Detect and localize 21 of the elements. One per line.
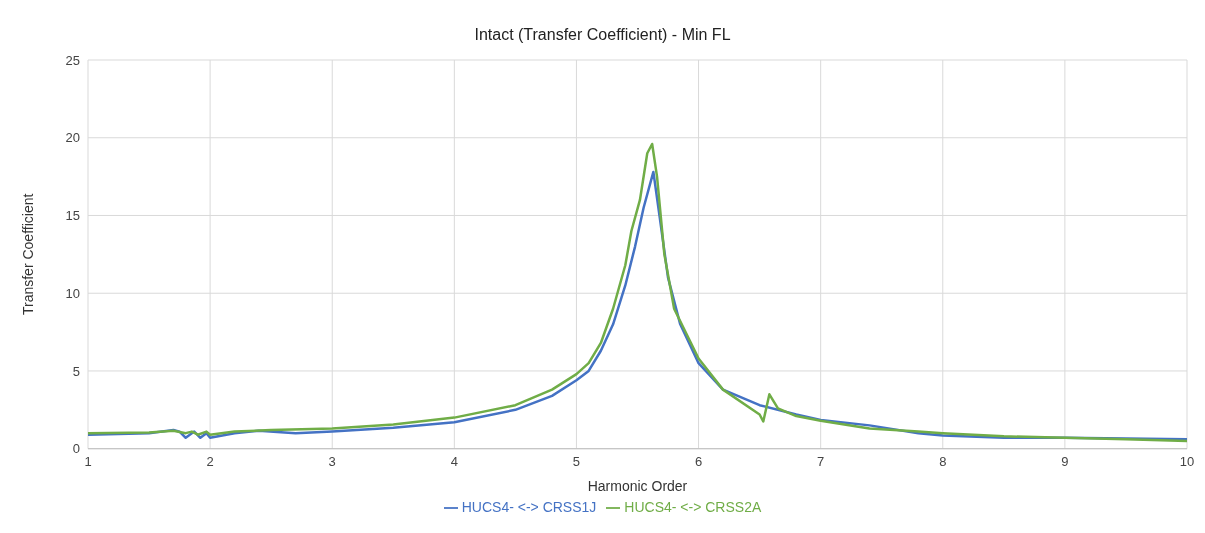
y-tick-label: 10 (65, 285, 80, 301)
x-tick-label: 3 (328, 453, 336, 469)
legend-label: HUCS4- <-> CRSS1J (461, 498, 597, 515)
x-axis-title: Harmonic Order (587, 477, 688, 494)
chart-title: Intact (Transfer Coefficient) - Min FL (473, 25, 732, 45)
y-axis-title: Transfer Coefficient (19, 193, 36, 316)
y-tick-label: 5 (72, 363, 80, 379)
y-tick-label: 25 (65, 52, 80, 68)
x-tick-label: 9 (1061, 453, 1069, 469)
y-tick-label: 0 (72, 441, 80, 457)
x-tick-label: 10 (1179, 453, 1195, 469)
x-tick-label: 1 (84, 453, 92, 469)
y-tick-label: 20 (65, 130, 80, 146)
x-tick-label: 8 (939, 453, 947, 469)
x-tick-label: 4 (450, 453, 458, 469)
x-tick-label: 2 (206, 453, 214, 469)
x-tick-label: 5 (572, 453, 581, 469)
legend-label: HUCS4- <-> CRSS2A (624, 498, 762, 515)
x-tick-label: 7 (817, 453, 825, 469)
y-tick-label: 15 (65, 208, 80, 224)
x-tick-label: 6 (694, 453, 703, 469)
